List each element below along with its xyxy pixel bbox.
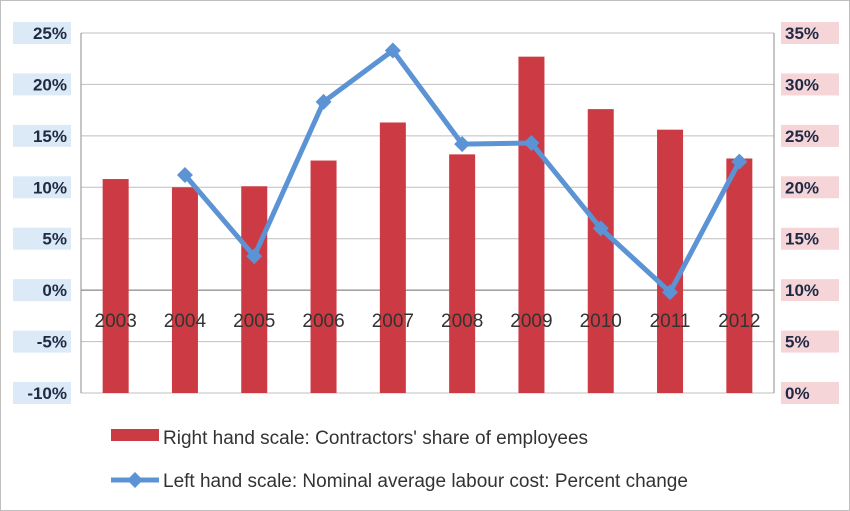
right-tick-label-bg <box>781 73 839 96</box>
category-label: 2009 <box>510 311 552 332</box>
right-tick-label-bg <box>781 124 839 147</box>
bar <box>102 179 129 393</box>
category-label: 2012 <box>718 311 760 332</box>
bar <box>657 129 684 393</box>
right-tick-label: 10% <box>785 281 819 300</box>
left-tick-label-bg <box>13 176 71 199</box>
right-tick-label: 25% <box>785 127 819 146</box>
category-label: 2004 <box>164 311 207 332</box>
line-point <box>176 166 193 183</box>
bar <box>310 160 337 393</box>
bar <box>518 56 545 394</box>
right-tick-label-bg <box>781 176 839 199</box>
left-tick-label-bg <box>13 124 71 147</box>
line-point <box>315 93 332 110</box>
line-point <box>592 220 609 237</box>
bar <box>449 154 476 393</box>
left-tick-label: 20% <box>33 75 67 94</box>
bar <box>241 186 268 393</box>
right-tick-label: 35% <box>785 24 819 43</box>
line-point <box>523 135 540 152</box>
category-label: 2008 <box>441 311 483 332</box>
left-tick-label-bg <box>13 73 71 96</box>
bar <box>726 158 753 393</box>
left-tick-label-bg <box>13 227 71 250</box>
line-point <box>731 153 748 170</box>
right-tick-label-bg <box>781 279 839 302</box>
line-point <box>454 136 471 153</box>
right-tick-label-bg <box>781 382 839 404</box>
right-tick-label: 15% <box>785 230 819 249</box>
left-tick-label: -5% <box>37 333 67 352</box>
category-label: 2005 <box>233 311 275 332</box>
line-point <box>384 42 401 59</box>
left-tick-label-bg <box>13 279 71 302</box>
left-tick-label: 0% <box>42 281 67 300</box>
category-label: 2006 <box>302 311 344 332</box>
right-tick-label-bg <box>781 22 839 44</box>
legend-entry-bar: Right hand scale: Contractors' share of … <box>163 428 588 449</box>
left-tick-label-bg <box>13 330 71 353</box>
right-tick-label: 0% <box>785 384 810 403</box>
category-label: 2010 <box>580 311 622 332</box>
category-label: 2007 <box>372 311 414 332</box>
left-tick-label: 10% <box>33 178 67 197</box>
line-point <box>662 284 679 301</box>
right-tick-label-bg <box>781 227 839 250</box>
line-point <box>246 248 263 265</box>
legend-swatch-marker <box>127 472 143 488</box>
legend-entry-line: Left hand scale: Nominal average labour … <box>163 471 688 492</box>
left-tick-label-bg <box>13 382 71 404</box>
right-tick-label-bg <box>781 330 839 353</box>
left-tick-label: 15% <box>33 127 67 146</box>
category-label: 2003 <box>95 311 137 332</box>
right-tick-label: 5% <box>785 333 810 352</box>
left-tick-label: 25% <box>33 24 67 43</box>
right-tick-label: 20% <box>785 178 819 197</box>
legend-swatch-bar <box>111 429 159 441</box>
left-tick-label-bg <box>13 22 71 44</box>
left-tick-label: 5% <box>42 230 67 249</box>
left-tick-label: -10% <box>27 384 67 403</box>
bar <box>171 187 198 393</box>
category-label: 2011 <box>650 311 691 332</box>
bar <box>587 109 614 393</box>
right-tick-label: 30% <box>785 75 819 94</box>
bar <box>379 122 406 393</box>
